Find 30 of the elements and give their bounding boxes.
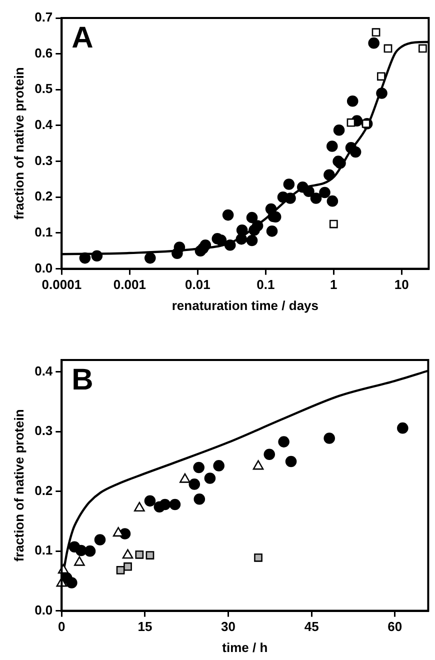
x-tick-label: 30	[221, 619, 236, 634]
x-tick-label: 0.01	[185, 277, 210, 292]
x-tick-label: 0.0001	[42, 277, 82, 292]
y-tick-label: 0.3	[34, 152, 53, 168]
y-tick-label: 0.3	[34, 423, 53, 438]
y-tick-label: 0.4	[34, 117, 54, 132]
x-tick-label: 10	[394, 277, 409, 292]
x-tick-label: 0.1	[256, 277, 275, 292]
y-axis-title: fraction of native protein	[11, 67, 26, 220]
y-tick-label: 0.1	[34, 224, 53, 240]
y-tick-label: 0.5	[34, 81, 53, 96]
x-axis-title: time / h	[222, 640, 268, 655]
x-tick-label: 0	[58, 619, 66, 634]
annotation: A	[72, 21, 94, 54]
y-tick-label: 0.4	[34, 364, 54, 379]
y-tick-label: 0.6	[34, 45, 53, 60]
y-tick-label: 0.1	[34, 542, 53, 558]
annotation: B	[72, 363, 94, 396]
y-tick-label: 0.0	[34, 602, 53, 618]
y-axis-title: fraction of native protein	[11, 409, 26, 562]
y-tick-label: 0.0	[34, 260, 53, 276]
x-tick-label: 0.001	[113, 277, 146, 292]
y-tick-label: 0.7	[34, 10, 53, 25]
x-tick-label: 45	[304, 619, 319, 634]
y-tick-label: 0.2	[34, 188, 53, 204]
x-tick-label: 60	[388, 619, 402, 634]
x-tick-label: 15	[138, 619, 152, 634]
x-tick-label: 1	[330, 277, 338, 292]
y-tick-label: 0.2	[34, 482, 53, 498]
x-axis-title: renaturation time / days	[172, 298, 319, 313]
